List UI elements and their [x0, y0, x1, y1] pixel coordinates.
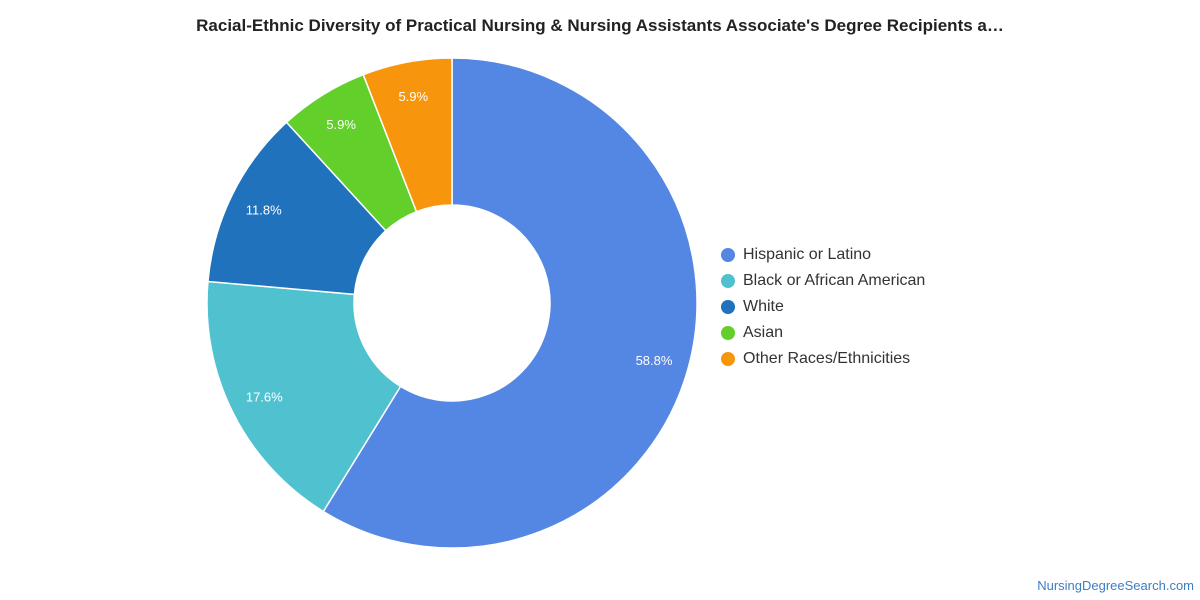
donut-slices	[206, 57, 698, 549]
site-watermark[interactable]: NursingDegreeSearch.com	[1037, 578, 1194, 593]
donut-slice-labels: 58.8% 17.6% 11.8% 5.9% 5.9%	[246, 89, 673, 405]
legend-label: White	[743, 298, 784, 315]
slice-white[interactable]	[207, 121, 387, 296]
legend-swatch-icon	[721, 352, 735, 366]
slice-hispanic-or-latino[interactable]	[322, 57, 698, 549]
legend-swatch-icon	[721, 326, 735, 340]
legend-label: Black or African American	[743, 272, 926, 289]
legend-item-hispanic-or-latino[interactable]: Hispanic or Latino	[721, 242, 925, 268]
slice-label-other-races-ethnicities: 5.9%	[398, 89, 428, 104]
slice-label-black-or-african-american: 17.6%	[246, 390, 283, 405]
legend-label: Hispanic or Latino	[743, 246, 872, 263]
slice-label-hispanic-or-latino: 58.8%	[636, 353, 673, 368]
legend-swatch-icon	[721, 274, 735, 288]
legend-label: Other Races/Ethnicities	[743, 350, 911, 367]
legend-item-black-or-african-american[interactable]: Black or African American	[721, 268, 925, 294]
slice-label-asian: 5.9%	[326, 117, 356, 132]
legend-item-other-races-ethnicities[interactable]: Other Races/Ethnicities	[721, 346, 925, 372]
legend-swatch-icon	[721, 300, 735, 314]
legend-swatch-icon	[721, 248, 735, 262]
chart-title: Racial-Ethnic Diversity of Practical Nur…	[196, 16, 1004, 35]
legend-item-asian[interactable]: Asian	[721, 320, 925, 346]
slice-label-white: 11.8%	[246, 203, 282, 218]
slice-black-or-african-american[interactable]	[206, 280, 402, 513]
legend-label: Asian	[743, 324, 784, 341]
legend-item-white[interactable]: White	[721, 294, 925, 320]
chart-legend: Hispanic or Latino Black or African Ameri…	[721, 242, 925, 372]
slice-other-races-ethnicities[interactable]	[362, 57, 453, 213]
